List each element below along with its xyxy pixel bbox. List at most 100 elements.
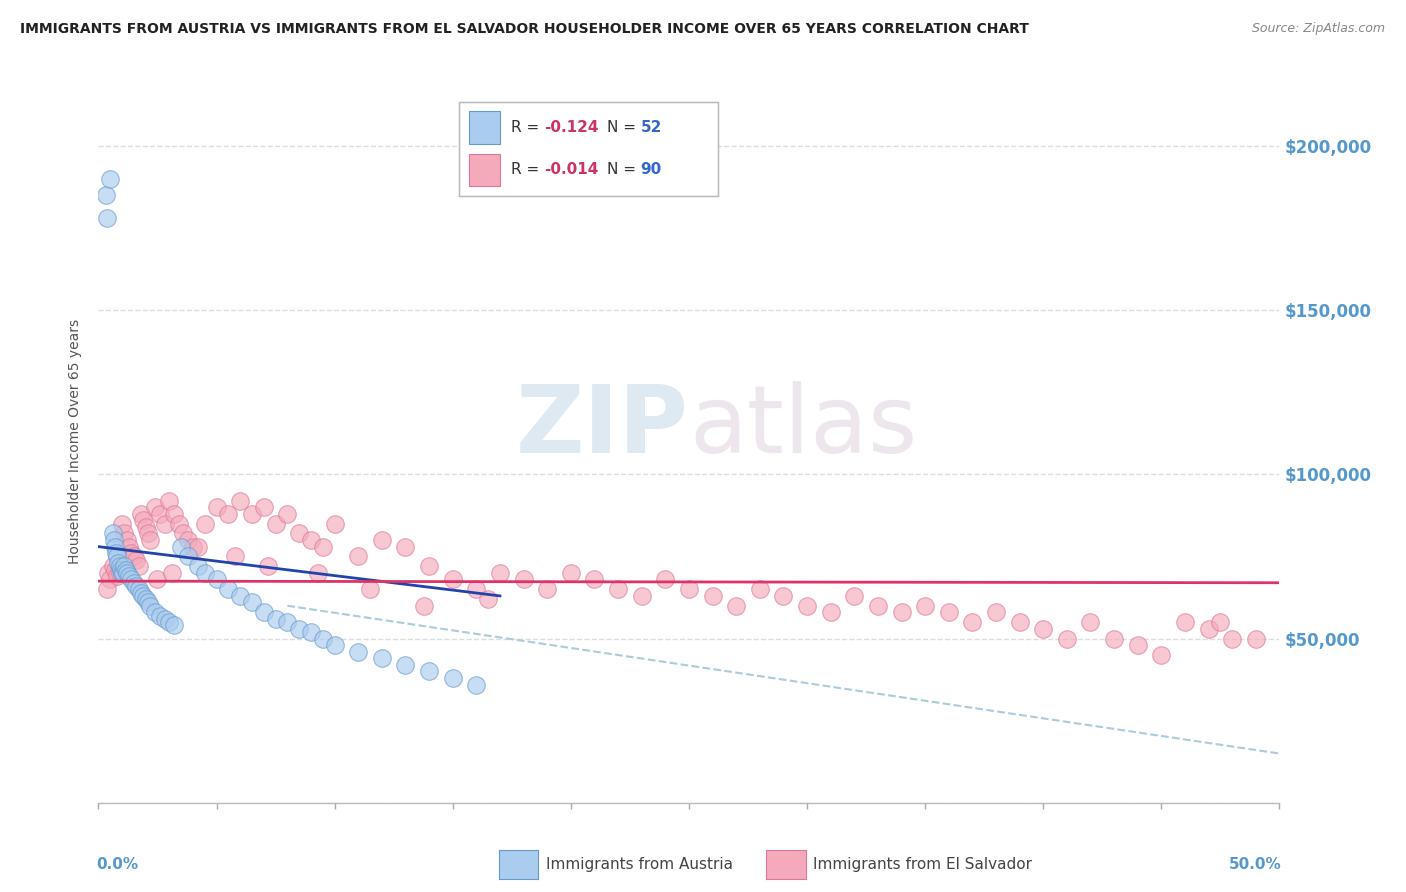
Point [630,589,652,603]
Point [125,553,148,567]
Point [187,540,209,554]
Point [129,585,152,599]
Point [97,566,120,580]
Point [103,533,125,547]
Point [98,573,121,587]
Point [441,573,464,587]
Point [143,500,166,515]
Point [264,612,287,626]
Point [371,651,394,665]
Point [844,589,866,603]
Point [276,507,298,521]
Point [253,605,276,619]
Point [371,533,394,547]
Point [866,599,889,613]
Point [157,493,180,508]
Point [105,546,128,560]
Point [654,573,676,587]
Point [96,211,118,226]
Text: Source: ZipAtlas.com: Source: ZipAtlas.com [1251,22,1385,36]
Point [1102,632,1125,646]
Point [139,599,162,613]
Point [96,582,118,597]
Point [1056,632,1078,646]
Text: ZIP: ZIP [516,381,689,473]
Point [984,605,1007,619]
Point [105,549,128,564]
Point [98,171,121,186]
Text: atlas: atlas [689,381,917,473]
Point [465,677,488,691]
Point [796,599,818,613]
Point [122,549,145,564]
Point [394,657,416,672]
Point [94,188,117,202]
Point [101,526,124,541]
Point [962,615,984,630]
Point [101,559,124,574]
Point [205,573,228,587]
Point [323,516,346,531]
Point [312,540,335,554]
Point [128,582,150,597]
Point [121,546,143,560]
Point [163,507,186,521]
Text: Immigrants from El Salvador: Immigrants from El Salvador [813,857,1032,871]
Point [111,566,134,580]
Point [1080,615,1102,630]
Point [104,540,127,554]
Point [128,559,150,574]
Point [104,563,127,577]
Point [115,566,138,580]
Point [820,605,842,619]
Point [105,569,128,583]
Point [1126,638,1149,652]
Point [678,582,700,597]
Point [187,559,209,574]
Point [725,599,748,613]
Point [264,516,287,531]
Point [489,566,512,580]
Text: IMMIGRANTS FROM AUSTRIA VS IMMIGRANTS FROM EL SALVADOR HOUSEHOLDER INCOME OVER 6: IMMIGRANTS FROM AUSTRIA VS IMMIGRANTS FR… [20,22,1029,37]
Point [118,540,141,554]
Point [112,566,135,580]
Point [177,549,200,564]
Point [413,599,436,613]
Point [170,540,193,554]
Point [772,589,794,603]
Point [257,559,280,574]
Y-axis label: Householder Income Over 65 years: Householder Income Over 65 years [69,319,83,564]
Point [465,582,488,597]
Point [149,507,172,521]
Point [143,605,166,619]
Point [418,665,440,679]
Point [418,559,440,574]
Point [748,582,770,597]
Point [205,500,228,515]
Point [323,638,346,652]
Point [312,632,335,646]
Text: 0.0%: 0.0% [96,857,138,872]
Point [136,526,159,541]
Point [394,540,416,554]
Point [441,671,464,685]
Point [299,625,322,640]
Point [135,520,157,534]
Point [172,526,194,541]
Point [132,513,155,527]
Point [108,566,131,580]
Point [217,507,239,521]
Point [136,595,159,609]
Point [240,507,263,521]
Point [702,589,724,603]
Point [583,573,606,587]
Point [149,608,172,623]
Point [139,533,162,547]
Point [167,516,190,531]
Point [132,589,155,603]
Point [276,615,298,630]
Text: Immigrants from Austria: Immigrants from Austria [546,857,733,871]
Point [477,592,499,607]
Point [110,563,132,577]
Point [1150,648,1173,662]
